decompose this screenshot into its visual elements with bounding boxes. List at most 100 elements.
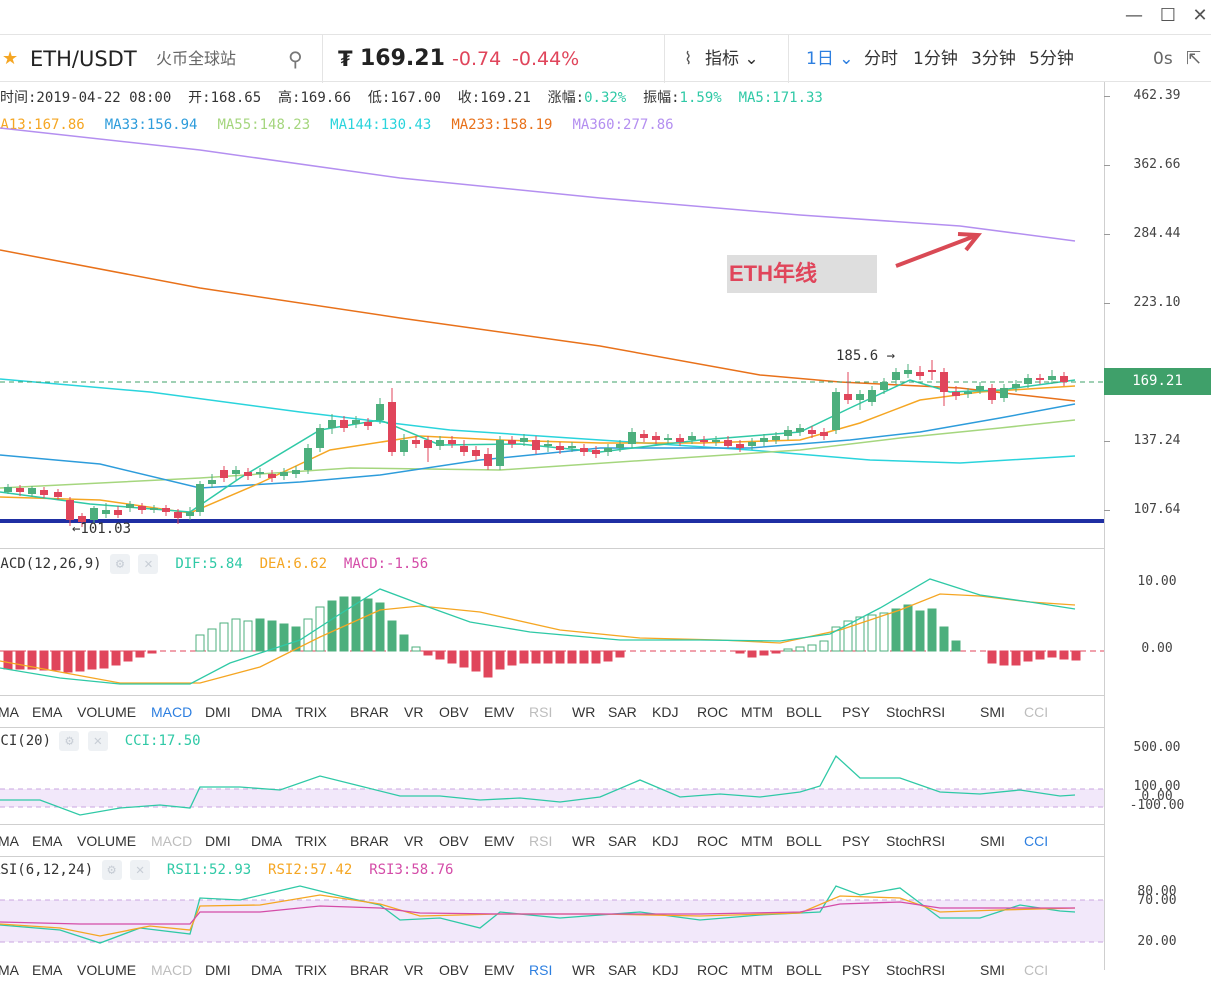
indicator-tab-cci[interactable]: CCI	[1024, 833, 1049, 849]
indicator-tab-dma[interactable]: DMA	[251, 833, 283, 849]
indicator-tab-stochrsi[interactable]: StochRSI	[886, 704, 946, 720]
indicator-tab-trix[interactable]: TRIX	[295, 833, 327, 849]
indicator-tab-dma[interactable]: DMA	[251, 704, 283, 720]
period-1min[interactable]: 1分钟	[913, 49, 958, 69]
price-axis-label: 107.64	[1133, 502, 1181, 517]
indicator-tab-obv[interactable]: OBV	[439, 833, 469, 849]
indicator-tab-macd[interactable]: MACD	[151, 833, 193, 849]
close-icon[interactable]: ✕	[1192, 5, 1208, 26]
indicator-tab-brar[interactable]: BRAR	[350, 962, 389, 978]
indicator-tab-vr[interactable]: VR	[404, 962, 424, 978]
indicator-tab-emv[interactable]: EMV	[484, 704, 515, 720]
popout-icon[interactable]: ⇱	[1186, 48, 1202, 69]
period-timeline[interactable]: 分时	[864, 49, 898, 69]
indicator-tab-ma[interactable]: MA	[0, 704, 19, 720]
indicator-tab-psy[interactable]: PSY	[842, 833, 871, 849]
ma-legend-item: MA360:277.86	[572, 117, 674, 133]
period-5min[interactable]: 5分钟	[1029, 49, 1074, 69]
indicator-tab-stochrsi[interactable]: StochRSI	[886, 833, 946, 849]
indicator-tab-kdj[interactable]: KDJ	[652, 704, 679, 720]
candle-body	[736, 444, 744, 448]
indicator-tab-smi[interactable]: SMI	[980, 962, 1005, 978]
indicator-tab-volume[interactable]: VOLUME	[77, 962, 137, 978]
indicator-tab-macd[interactable]: MACD	[151, 962, 193, 978]
indicator-tab-boll[interactable]: BOLL	[786, 704, 822, 720]
settings-icon[interactable]: ⚙	[59, 731, 80, 751]
indicator-tab-vr[interactable]: VR	[404, 833, 424, 849]
indicator-button[interactable]: 指标 ⌄	[705, 49, 759, 69]
indicator-tab-rsi[interactable]: RSI	[529, 833, 553, 849]
indicator-tab-ma[interactable]: MA	[0, 833, 19, 849]
period-3min[interactable]: 3分钟	[971, 49, 1016, 69]
indicator-tab-trix[interactable]: TRIX	[295, 962, 327, 978]
candlestick-chart[interactable]	[0, 82, 1104, 548]
indicator-tab-boll[interactable]: BOLL	[786, 962, 822, 978]
indicator-tab-dmi[interactable]: DMI	[205, 962, 231, 978]
indicator-tab-volume[interactable]: VOLUME	[77, 833, 137, 849]
indicator-tab-roc[interactable]: ROC	[697, 962, 729, 978]
macd-bar	[231, 618, 241, 652]
indicator-tab-dmi[interactable]: DMI	[205, 704, 231, 720]
settings-icon[interactable]: ⚙	[101, 860, 122, 880]
candle-body	[208, 480, 216, 484]
search-icon[interactable]: ⚲	[288, 47, 303, 71]
indicator-tab-psy[interactable]: PSY	[842, 962, 871, 978]
indicator-tab-emv[interactable]: EMV	[484, 962, 515, 978]
indicator-icon[interactable]: ⌇	[684, 49, 693, 69]
indicator-tab-ema[interactable]: EMA	[32, 704, 63, 720]
indicator-tab-ma[interactable]: MA	[0, 962, 19, 978]
price-change: -0.74	[452, 48, 502, 70]
indicator-tab-cci[interactable]: CCI	[1024, 704, 1049, 720]
candle-body	[28, 488, 36, 494]
indicator-tab-brar[interactable]: BRAR	[350, 833, 389, 849]
indicator-tab-ema[interactable]: EMA	[32, 833, 63, 849]
indicator-tab-mtm[interactable]: MTM	[741, 833, 773, 849]
indicator-tab-cci[interactable]: CCI	[1024, 962, 1049, 978]
indicator-tab-mtm[interactable]: MTM	[741, 704, 773, 720]
indicator-tab-mtm[interactable]: MTM	[741, 962, 773, 978]
period-selector[interactable]: 1日 ⌄	[806, 49, 854, 69]
indicator-tab-ema[interactable]: EMA	[32, 962, 63, 978]
macd-chart[interactable]	[0, 574, 1104, 694]
cci-chart[interactable]	[0, 752, 1104, 822]
indicator-tab-wr[interactable]: WR	[572, 704, 596, 720]
indicator-tab-rsi[interactable]: RSI	[529, 704, 553, 720]
close-icon[interactable]: ✕	[138, 554, 159, 574]
indicator-tab-macd[interactable]: MACD	[151, 704, 193, 720]
indicator-tab-roc[interactable]: ROC	[697, 704, 729, 720]
indicator-tab-boll[interactable]: BOLL	[786, 833, 822, 849]
candle-body	[964, 392, 972, 394]
indicator-tab-sar[interactable]: SAR	[608, 833, 637, 849]
indicator-tab-sar[interactable]: SAR	[608, 704, 637, 720]
star-icon[interactable]: ★	[2, 48, 19, 69]
indicator-tab-volume[interactable]: VOLUME	[77, 704, 137, 720]
indicator-tab-dmi[interactable]: DMI	[205, 833, 231, 849]
indicator-tab-psy[interactable]: PSY	[842, 704, 871, 720]
candle-body	[472, 450, 480, 456]
indicator-tab-vr[interactable]: VR	[404, 704, 424, 720]
indicator-tab-dma[interactable]: DMA	[251, 962, 283, 978]
indicator-tab-obv[interactable]: OBV	[439, 962, 469, 978]
indicator-tab-trix[interactable]: TRIX	[295, 704, 327, 720]
rsi-chart[interactable]	[0, 880, 1104, 956]
indicator-tab-emv[interactable]: EMV	[484, 833, 515, 849]
indicator-tab-smi[interactable]: SMI	[980, 704, 1005, 720]
indicator-tab-roc[interactable]: ROC	[697, 833, 729, 849]
indicator-tab-rsi[interactable]: RSI	[529, 962, 553, 978]
maximize-icon[interactable]: ☐	[1159, 5, 1177, 26]
macd-line	[0, 593, 1076, 684]
settings-icon[interactable]: ⚙	[110, 554, 131, 574]
indicator-tab-brar[interactable]: BRAR	[350, 704, 389, 720]
indicator-tab-wr[interactable]: WR	[572, 962, 596, 978]
indicator-tab-wr[interactable]: WR	[572, 833, 596, 849]
indicator-tab-sar[interactable]: SAR	[608, 962, 637, 978]
close-icon[interactable]: ✕	[130, 860, 151, 880]
close-icon[interactable]: ✕	[87, 731, 108, 751]
indicator-tab-stochrsi[interactable]: StochRSI	[886, 962, 946, 978]
minimize-icon[interactable]: —	[1125, 5, 1143, 26]
indicator-tab-kdj[interactable]: KDJ	[652, 962, 679, 978]
indicator-tab-smi[interactable]: SMI	[980, 833, 1005, 849]
indicator-tab-kdj[interactable]: KDJ	[652, 833, 679, 849]
axis-divider	[1104, 82, 1105, 970]
indicator-tab-obv[interactable]: OBV	[439, 704, 469, 720]
